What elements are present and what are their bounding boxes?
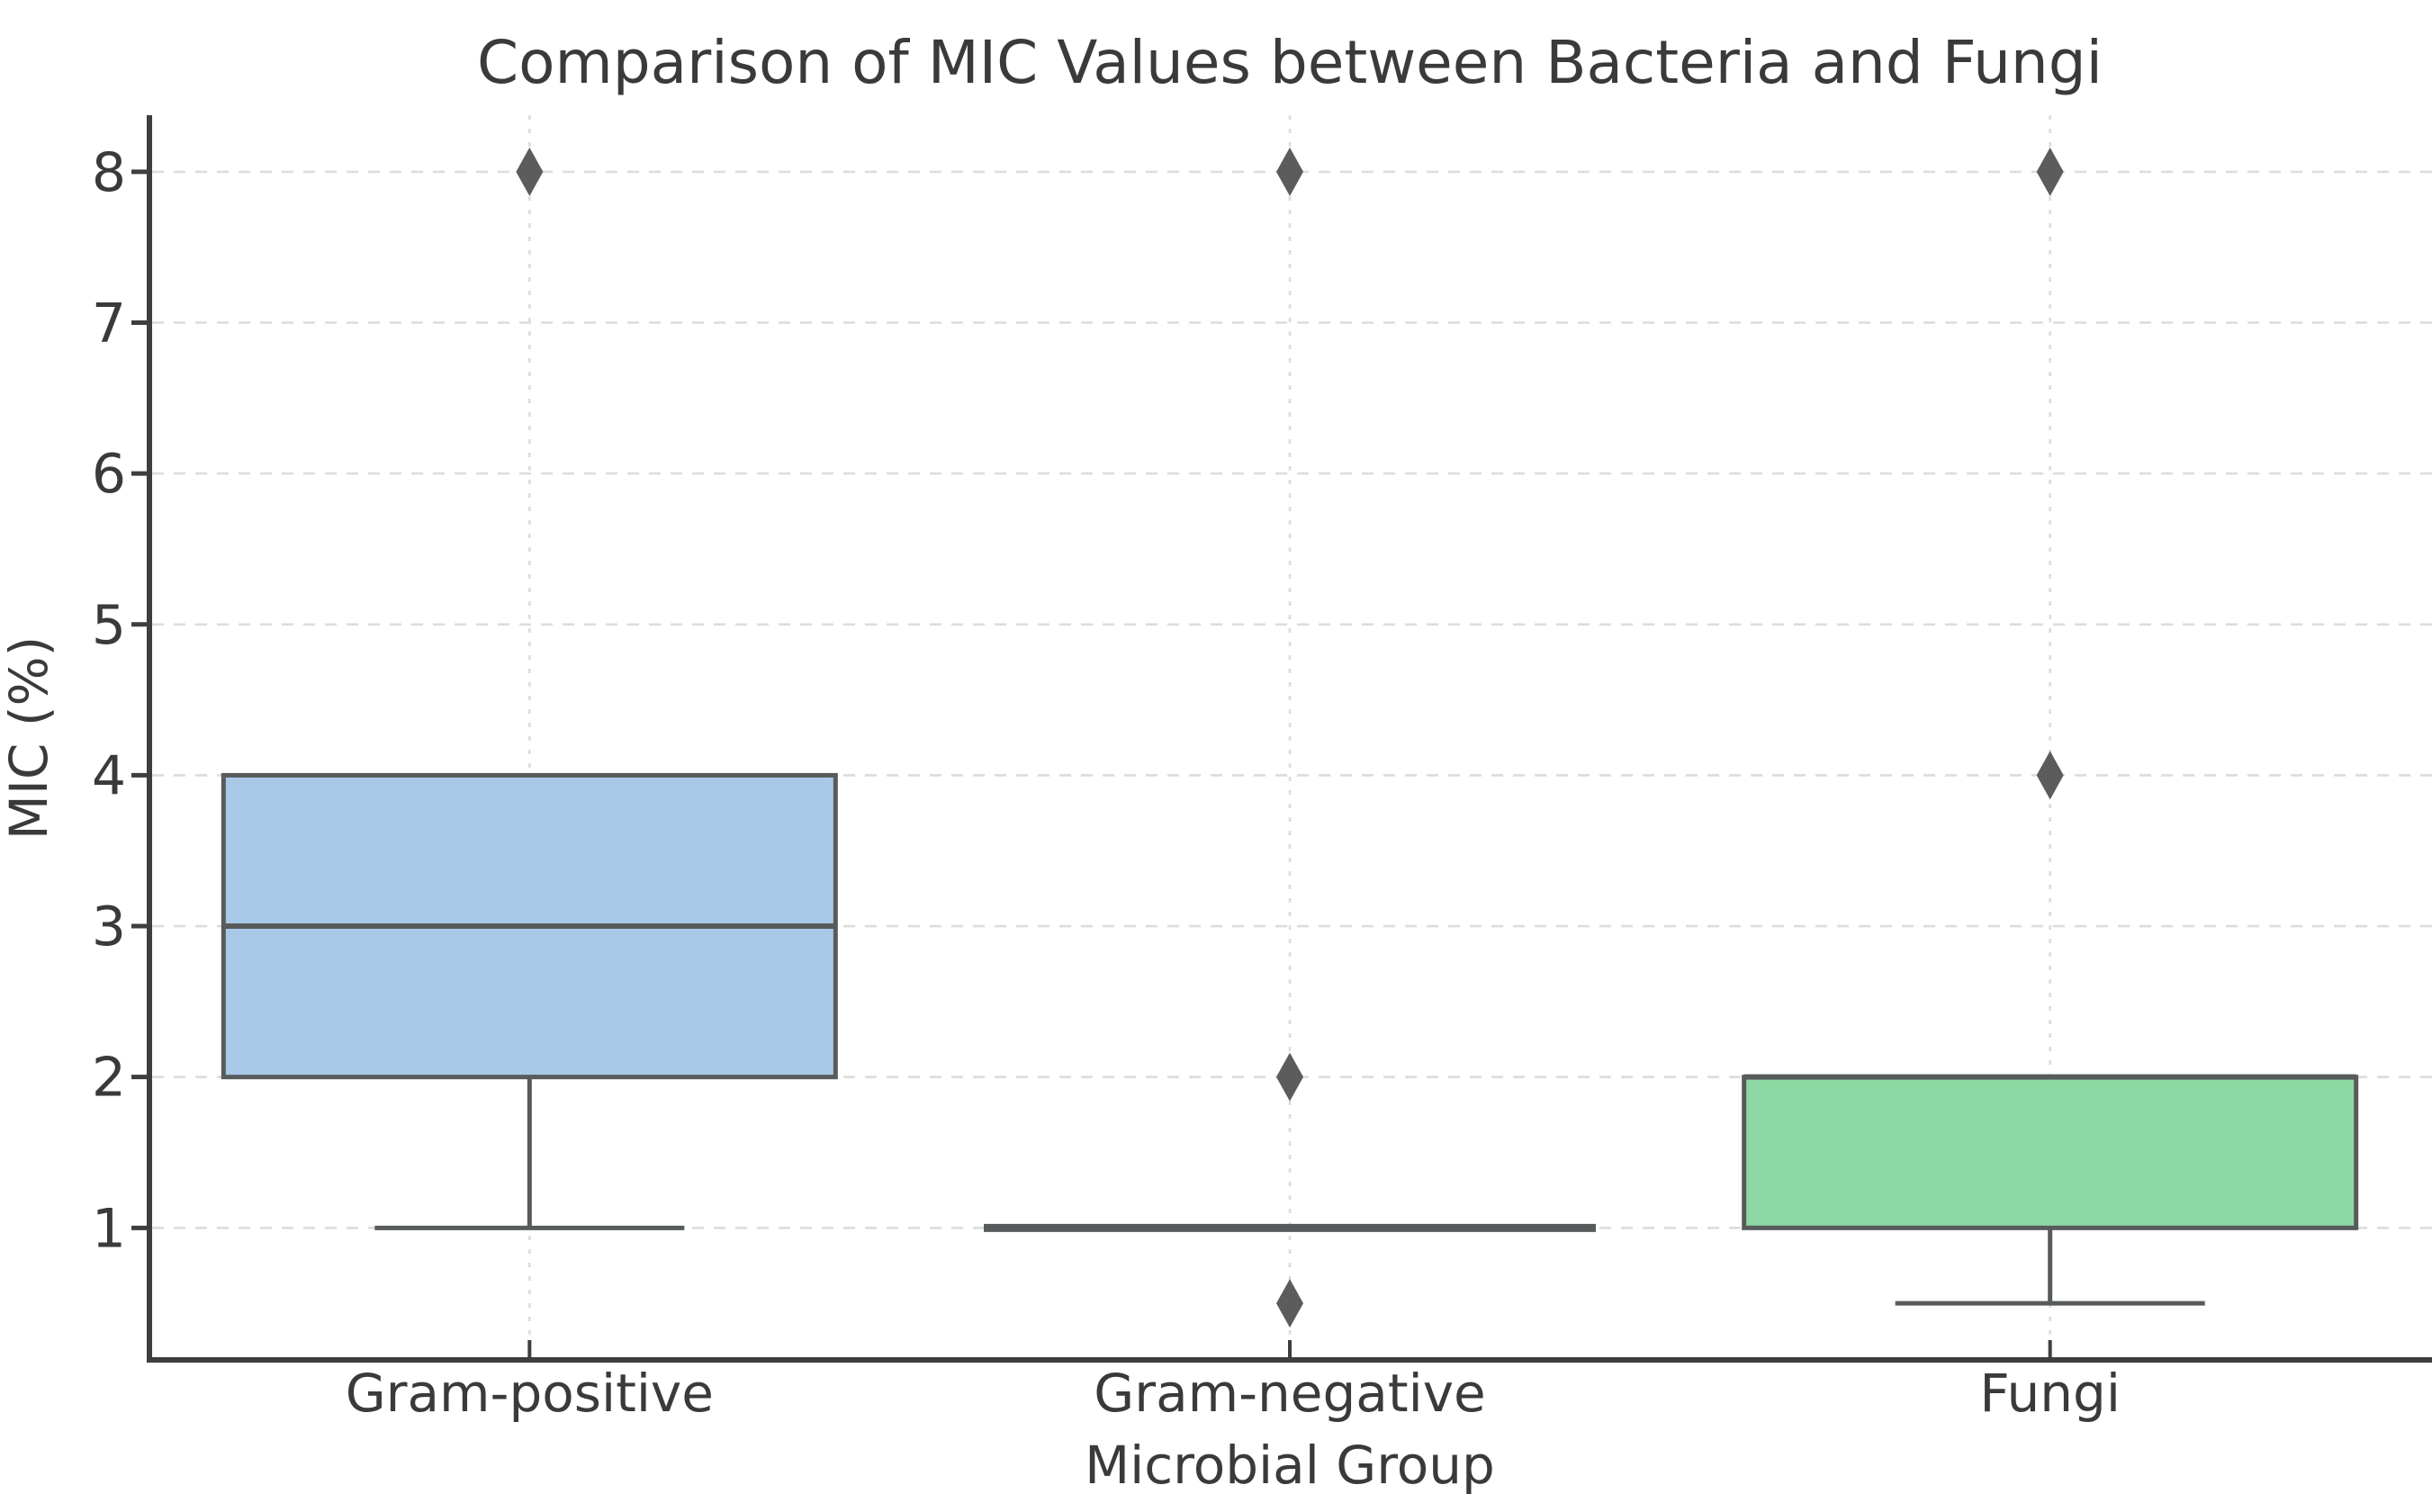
outlier-diamond-fungi-4 [2036,751,2064,800]
x-category-label-fungi: Fungi [1979,1363,2121,1424]
y-tick-label-6: 6 [92,443,126,506]
outlier-diamond-fungi-8 [2036,147,2064,196]
y-tick-label-2: 2 [92,1047,126,1110]
x-axis-label: Microbial Group [1085,1435,1495,1496]
y-axis-label: MIC (%) [0,636,59,840]
outlier-diamond-gram-negative-2 [1276,1052,1303,1102]
box-fungi [1742,1075,2359,1230]
x-category-label-gram-positive: Gram-positive [346,1363,714,1424]
y-tick-label-5: 5 [92,594,126,657]
y-tick-label-1: 1 [92,1197,126,1260]
outlier-diamond-gram-negative-8 [1276,147,1303,196]
y-tick-label-3: 3 [92,896,126,958]
outlier-diamond-gram-positive-8 [516,147,544,196]
chart-title: Comparison of MIC Values between Bacteri… [477,28,2103,97]
y-tick-label-7: 7 [92,292,126,356]
y-tick-label-8: 8 [92,141,126,204]
x-category-label-gram-negative: Gram-negative [1094,1363,1485,1424]
outlier-diamond-gram-negative-0-5 [1276,1279,1303,1328]
y-tick-label-4: 4 [92,744,126,807]
